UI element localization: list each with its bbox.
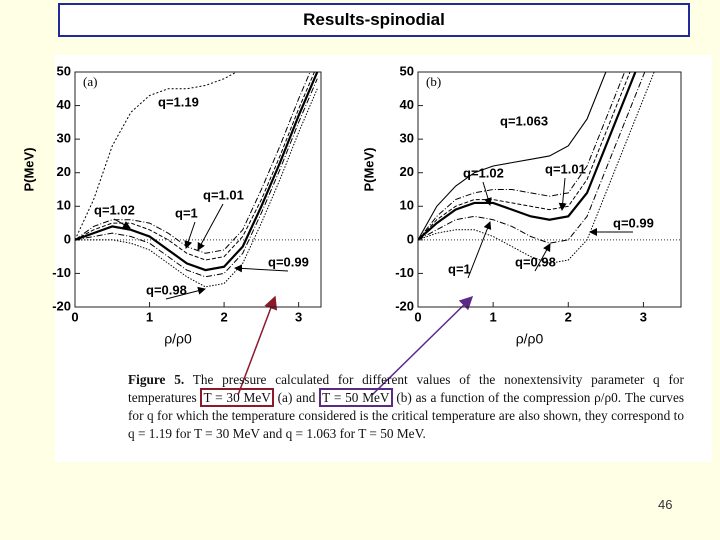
y-tick-label: 30 bbox=[400, 131, 414, 146]
y-tick-label: 0 bbox=[64, 231, 71, 246]
series-label: q=0.99 bbox=[613, 215, 654, 230]
series-line bbox=[418, 72, 646, 244]
label-arrow bbox=[234, 264, 289, 273]
series-label: q=1.063 bbox=[500, 113, 548, 128]
label-arrow bbox=[467, 221, 492, 279]
y-tick-label: 10 bbox=[57, 198, 71, 213]
x-axis-label: ρ/ρ0 bbox=[164, 331, 192, 347]
page-number: 46 bbox=[658, 497, 673, 512]
x-tick-label: 0 bbox=[71, 309, 78, 324]
series-line bbox=[75, 78, 318, 278]
label-arrow bbox=[165, 286, 206, 300]
series-line bbox=[418, 72, 607, 241]
series-label: q=0.99 bbox=[268, 254, 309, 269]
series-label: q=1.02 bbox=[94, 202, 135, 217]
y-tick-label: 40 bbox=[400, 97, 414, 112]
y-tick-label: 50 bbox=[57, 63, 71, 78]
x-tick-label: 3 bbox=[295, 309, 302, 324]
y-tick-label: 30 bbox=[57, 131, 71, 146]
series-line bbox=[75, 72, 319, 272]
series-label: q=0.98 bbox=[515, 254, 556, 269]
series-line bbox=[418, 72, 655, 264]
series-label: q=1.01 bbox=[545, 161, 586, 176]
y-tick-label: -20 bbox=[395, 298, 414, 313]
y-tick-label: 20 bbox=[57, 164, 71, 179]
y-axis-label: P(MeV) bbox=[21, 147, 36, 191]
label-arrow bbox=[184, 221, 196, 249]
caption: Figure 5. The pressure calculated for di… bbox=[128, 371, 684, 443]
pointer-arrow bbox=[237, 295, 278, 396]
caption-highlight: T = 30 MeV bbox=[200, 388, 274, 407]
label-arrow bbox=[197, 203, 224, 251]
series-line bbox=[418, 72, 637, 241]
label-arrow bbox=[482, 181, 492, 206]
series-label: q=1 bbox=[448, 261, 471, 276]
caption-text: (a) and bbox=[277, 390, 316, 405]
series-label: q=1.02 bbox=[463, 165, 504, 180]
y-tick-label: 40 bbox=[57, 97, 71, 112]
pointer-arrow bbox=[371, 295, 474, 396]
caption-text: (b) as a function of the compression ρ/ρ… bbox=[128, 390, 685, 441]
slide-title: Results-spinodial bbox=[58, 3, 690, 37]
figure-panel bbox=[55, 55, 712, 462]
series-label: q=1.01 bbox=[203, 187, 244, 202]
series-label: q=1 bbox=[175, 205, 198, 220]
plot-frame bbox=[417, 71, 682, 308]
series-label: q=0.98 bbox=[146, 282, 187, 297]
y-tick-label: 10 bbox=[400, 198, 414, 213]
series-line bbox=[418, 72, 626, 241]
y-axis-label: P(MeV) bbox=[361, 147, 376, 191]
panel-label: (b) bbox=[426, 74, 441, 89]
plot-frame bbox=[74, 71, 322, 308]
x-tick-label: 2 bbox=[565, 309, 572, 324]
caption-label: Figure 5. bbox=[128, 372, 185, 387]
y-tick-label: -10 bbox=[52, 265, 71, 280]
x-axis-label: ρ/ρ0 bbox=[516, 331, 544, 347]
x-tick-label: 1 bbox=[146, 309, 153, 324]
series-label: q=1.19 bbox=[158, 94, 199, 109]
y-tick-label: -20 bbox=[52, 298, 71, 313]
panel-label: (a) bbox=[83, 74, 97, 89]
y-tick-label: -10 bbox=[395, 265, 414, 280]
caption-text: The pressure calculated for different va… bbox=[128, 372, 684, 405]
y-tick-label: 50 bbox=[400, 63, 414, 78]
label-arrow bbox=[534, 243, 551, 272]
series-line bbox=[75, 88, 318, 288]
x-tick-label: 0 bbox=[414, 309, 421, 324]
series-line bbox=[418, 72, 631, 241]
y-tick-label: 0 bbox=[407, 231, 414, 246]
y-tick-label: 20 bbox=[400, 164, 414, 179]
x-tick-label: 2 bbox=[220, 309, 227, 324]
series-line bbox=[75, 72, 315, 261]
label-arrow bbox=[558, 177, 567, 211]
x-tick-label: 1 bbox=[490, 309, 497, 324]
series-line bbox=[75, 72, 238, 241]
caption-highlight: T = 50 MeV bbox=[319, 388, 393, 407]
x-tick-label: 3 bbox=[640, 309, 647, 324]
